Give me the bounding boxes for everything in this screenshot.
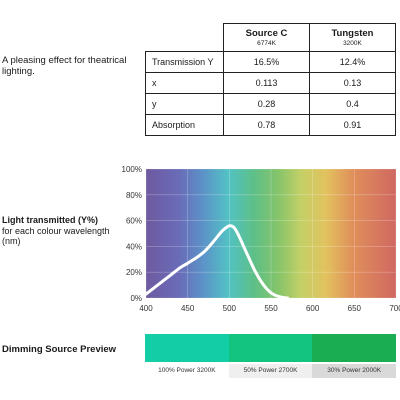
dimming-labels: 100% Power 3200K 50% Power 2700K 30% Pow… xyxy=(145,364,397,378)
chart-label-subtitle: for each colour wavelength (nm) xyxy=(2,225,110,247)
row-label: Absorption xyxy=(144,114,225,136)
row-label: Transmission Y xyxy=(144,51,225,73)
column-name: Tungsten xyxy=(331,28,374,39)
transmission-chart: 0% 20% 40% 60% 80% 100% 400 450 500 550 600 650 700 xyxy=(122,165,400,313)
x-tick-label: 650 xyxy=(348,304,362,313)
column-header-tungsten: Tungsten 3200K xyxy=(308,23,397,52)
column-temperature: 3200K xyxy=(343,40,362,47)
x-tick-label: 600 xyxy=(306,304,320,313)
x-tick-label: 700 xyxy=(389,304,400,313)
filter-description: A pleasing effect for theatrical lightin… xyxy=(2,55,127,77)
table-header-row: Source C 6774K Tungsten 3200K xyxy=(145,23,397,52)
table-cell: 0.113 xyxy=(223,72,310,94)
y-tick-label: 0% xyxy=(130,294,142,303)
x-tick-label: 550 xyxy=(264,304,278,313)
table-row: x 0.113 0.13 xyxy=(144,72,397,94)
table-cell: 0.78 xyxy=(223,114,310,136)
row-label: x xyxy=(144,72,225,94)
y-tick-label: 40% xyxy=(126,242,142,251)
table-row: y 0.28 0.4 xyxy=(144,93,397,115)
swatch-100-power xyxy=(145,334,229,362)
transmission-curve xyxy=(144,224,290,300)
table-row: Absorption 0.78 0.91 xyxy=(144,114,397,136)
chart-label: Light transmitted (Y%) for each colour w… xyxy=(2,215,112,247)
specs-table: Source C 6774K Tungsten 3200K Transmissi… xyxy=(144,23,397,136)
chart-label-title: Light transmitted (Y%) xyxy=(2,215,98,225)
power-label: 50% Power 2700K xyxy=(228,364,313,378)
table-corner-cell xyxy=(145,23,225,52)
chart-gridlines xyxy=(145,168,397,299)
column-name: Source C xyxy=(245,28,288,39)
y-tick-label: 20% xyxy=(126,268,142,277)
dimming-preview-title: Dimming Source Preview xyxy=(2,344,117,355)
y-tick-label: 80% xyxy=(126,191,142,200)
y-tick-label: 60% xyxy=(126,217,142,226)
dimming-swatches xyxy=(145,334,397,362)
table-cell: 16.5% xyxy=(223,51,310,73)
column-temperature: 6774K xyxy=(257,40,276,47)
table-cell: 0.28 xyxy=(223,93,310,115)
power-label: 30% Power 2000K xyxy=(312,364,397,378)
table-cell: 12.4% xyxy=(308,51,397,73)
table-cell: 0.13 xyxy=(308,72,397,94)
x-tick-label: 500 xyxy=(223,304,237,313)
y-tick-label: 100% xyxy=(122,165,142,174)
spectrum-background xyxy=(146,169,396,298)
table-cell: 0.91 xyxy=(308,114,397,136)
x-tick-label: 450 xyxy=(181,304,195,313)
swatch-30-power xyxy=(312,334,397,362)
power-label: 100% Power 3200K xyxy=(145,364,229,378)
table-row: Transmission Y 16.5% 12.4% xyxy=(144,51,397,73)
y-axis: 0% 20% 40% 60% 80% 100% xyxy=(122,165,142,303)
x-tick-label: 400 xyxy=(139,304,153,313)
table-cell: 0.4 xyxy=(308,93,397,115)
column-header-source-c: Source C 6774K xyxy=(223,23,310,52)
x-axis: 400 450 500 550 600 650 700 xyxy=(139,304,400,313)
swatch-50-power xyxy=(228,334,313,362)
row-label: y xyxy=(144,93,225,115)
